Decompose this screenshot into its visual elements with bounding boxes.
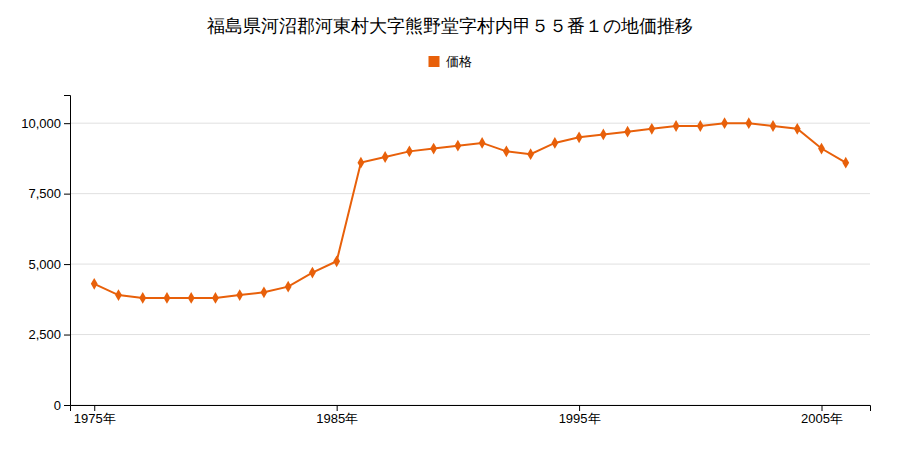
chart: 1975年 1985年 1995年 2005年 0 2,500 5,000 7,500 10,0… <box>0 0 900 450</box>
legend-label: 価格 <box>446 54 472 69</box>
series-marker <box>624 126 631 138</box>
series-marker <box>721 117 728 129</box>
series-marker <box>818 143 825 155</box>
legend-swatch <box>429 56 440 67</box>
x-tick-mark <box>94 405 95 411</box>
x-tick-mark <box>579 405 580 411</box>
series-marker <box>697 120 704 132</box>
series-marker <box>139 292 146 304</box>
grid-line <box>70 334 870 335</box>
series-marker <box>576 131 583 143</box>
x-tick-mark <box>822 405 823 411</box>
y-tick-mark <box>64 405 70 406</box>
y-tick-label: 7,500 <box>28 186 61 201</box>
series-marker <box>673 120 680 132</box>
title: 福島県河沼郡河東村大字熊野堂字村内甲５５番１の地価推移 <box>207 15 693 36</box>
series-marker <box>648 123 655 135</box>
series-marker <box>600 129 607 141</box>
series-marker <box>164 292 171 304</box>
x-axis-line <box>71 406 871 412</box>
y-tick-mark <box>64 194 70 195</box>
x-tick-label: 2005年 <box>801 411 843 426</box>
series-marker <box>430 143 437 155</box>
y-tick-label: 5,000 <box>28 257 61 272</box>
series-marker <box>261 286 268 298</box>
x-tick: 1985年 <box>316 405 358 426</box>
series-marker <box>333 255 340 267</box>
series-marker <box>91 278 98 290</box>
grid-line <box>70 264 870 265</box>
x-tick: 1975年 <box>74 405 116 426</box>
series-marker <box>527 148 534 160</box>
y-axis-line <box>64 96 71 406</box>
series-marker <box>770 120 777 132</box>
y-tick: 0 <box>54 398 70 413</box>
series-marker <box>115 289 122 301</box>
series-marker <box>382 151 389 163</box>
series-marker <box>503 145 510 157</box>
series-marker <box>842 157 849 169</box>
series-marker <box>358 157 365 169</box>
y-tick-mark <box>64 123 70 124</box>
series-marker <box>285 281 292 293</box>
series-marker <box>406 145 413 157</box>
series-line <box>94 123 846 298</box>
x-tick-label: 1985年 <box>316 411 358 426</box>
series-marker <box>309 267 316 279</box>
series-marker <box>454 140 461 152</box>
x-axis: 1975年 1985年 1995年 2005年 <box>71 405 871 426</box>
series-marker <box>188 292 195 304</box>
legend: 価格 <box>429 54 472 69</box>
series-marker <box>745 117 752 129</box>
y-tick: 5,000 <box>28 257 70 272</box>
series-group <box>91 117 849 303</box>
y-axis: 0 2,500 5,000 7,500 10,000 <box>21 96 70 413</box>
series-marker <box>551 137 558 149</box>
x-tick-label: 1975年 <box>74 411 116 426</box>
y-tick: 2,500 <box>28 327 70 342</box>
y-tick: 10,000 <box>21 116 70 131</box>
x-tick-label: 1995年 <box>559 411 601 426</box>
y-tick-label: 0 <box>54 398 61 413</box>
y-tick: 7,500 <box>28 186 70 201</box>
series-marker <box>794 123 801 135</box>
plot-area: 1975年 1985年 1995年 2005年 0 2,500 5,000 7,500 10,0… <box>21 96 870 427</box>
grid <box>70 123 870 405</box>
series-marker <box>212 292 219 304</box>
x-tick: 1995年 <box>559 405 601 426</box>
y-tick-label: 2,500 <box>28 327 61 342</box>
grid-line <box>70 193 870 194</box>
y-tick-mark <box>64 335 70 336</box>
series-marker <box>236 289 243 301</box>
series-marker <box>479 137 486 149</box>
x-tick: 2005年 <box>801 405 843 426</box>
y-tick-mark <box>64 264 70 265</box>
y-tick-label: 10,000 <box>21 116 61 131</box>
x-tick-mark <box>337 405 338 411</box>
legend-item: 価格 <box>429 54 472 69</box>
